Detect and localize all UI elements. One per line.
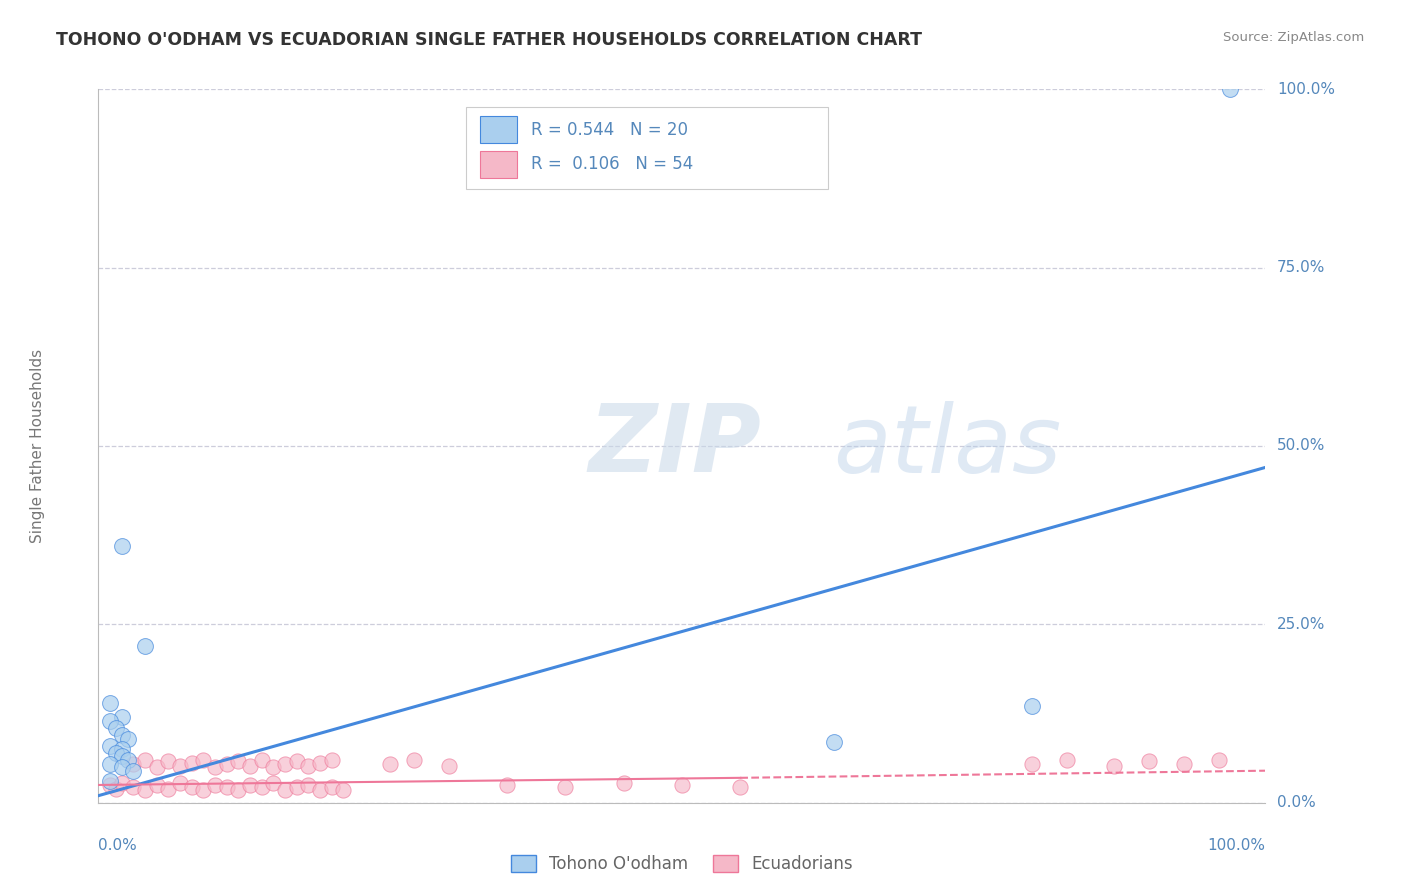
Point [122,756,145,771]
Point [122,764,145,778]
Point [117,731,139,746]
Point [134,753,156,767]
Point [117,753,139,767]
Point [228,783,250,797]
Point [157,755,180,769]
Point [730,780,752,794]
Point [111,539,134,553]
Point [215,780,238,794]
Point [1056,753,1078,767]
Point [262,760,284,774]
Text: 100.0%: 100.0% [1208,838,1265,854]
Point [437,758,460,772]
Point [180,756,202,770]
Point [111,749,134,764]
Point [554,780,576,794]
Point [204,778,226,792]
Point [309,756,332,770]
Point [104,781,127,796]
Point [321,780,343,794]
Point [134,639,156,653]
Point [104,746,127,760]
Point [111,742,134,756]
Point [1021,699,1043,714]
Point [169,758,191,772]
Point [1102,758,1125,772]
Legend: Tohono O'odham, Ecuadorians: Tohono O'odham, Ecuadorians [503,848,860,880]
Point [402,753,425,767]
Point [193,783,215,797]
Text: Single Father Households: Single Father Households [31,349,45,543]
Text: R = 0.544   N = 20: R = 0.544 N = 20 [531,121,689,139]
Point [111,710,134,724]
Point [180,780,202,794]
Point [98,774,121,789]
Point [111,776,134,790]
Point [122,780,145,794]
Point [250,780,273,794]
Point [169,776,191,790]
Point [134,783,156,797]
Text: 25.0%: 25.0% [1277,617,1326,632]
Point [285,755,308,769]
Point [98,778,121,792]
Point [612,776,634,790]
Text: R =  0.106   N = 54: R = 0.106 N = 54 [531,155,693,173]
Bar [479,151,517,178]
Point [204,760,226,774]
Point [193,753,215,767]
Point [1137,755,1160,769]
Point [1208,753,1230,767]
Point [321,753,343,767]
Point [111,760,134,774]
Point [111,728,134,742]
Point [332,783,354,797]
Point [823,735,845,749]
Text: 75.0%: 75.0% [1277,260,1326,275]
Text: ZIP: ZIP [589,400,762,492]
Point [228,755,250,769]
Point [146,760,169,774]
Point [98,696,121,710]
Text: 100.0%: 100.0% [1277,82,1336,96]
Point [495,778,517,792]
Text: 50.0%: 50.0% [1277,439,1326,453]
Text: atlas: atlas [834,401,1062,491]
FancyBboxPatch shape [465,107,828,189]
Text: 0.0%: 0.0% [1277,796,1316,810]
Point [98,756,121,771]
Point [297,758,319,772]
Point [285,780,308,794]
Point [671,778,693,792]
Point [215,757,238,772]
Point [262,776,284,790]
Point [1173,756,1195,771]
Point [239,758,262,772]
Point [104,721,127,735]
Bar [479,116,517,144]
Point [239,778,262,792]
Point [157,781,180,796]
Point [297,778,319,792]
Text: TOHONO O'ODHAM VS ECUADORIAN SINGLE FATHER HOUSEHOLDS CORRELATION CHART: TOHONO O'ODHAM VS ECUADORIAN SINGLE FATH… [56,31,922,49]
Point [98,739,121,753]
Point [98,714,121,728]
Point [274,783,297,797]
Text: Source: ZipAtlas.com: Source: ZipAtlas.com [1223,31,1364,45]
Text: 0.0%: 0.0% [98,838,138,854]
Point [1021,756,1043,771]
Point [378,756,402,771]
Point [1219,82,1241,96]
Point [274,757,297,772]
Point [146,778,169,792]
Point [309,783,332,797]
Point [250,753,273,767]
